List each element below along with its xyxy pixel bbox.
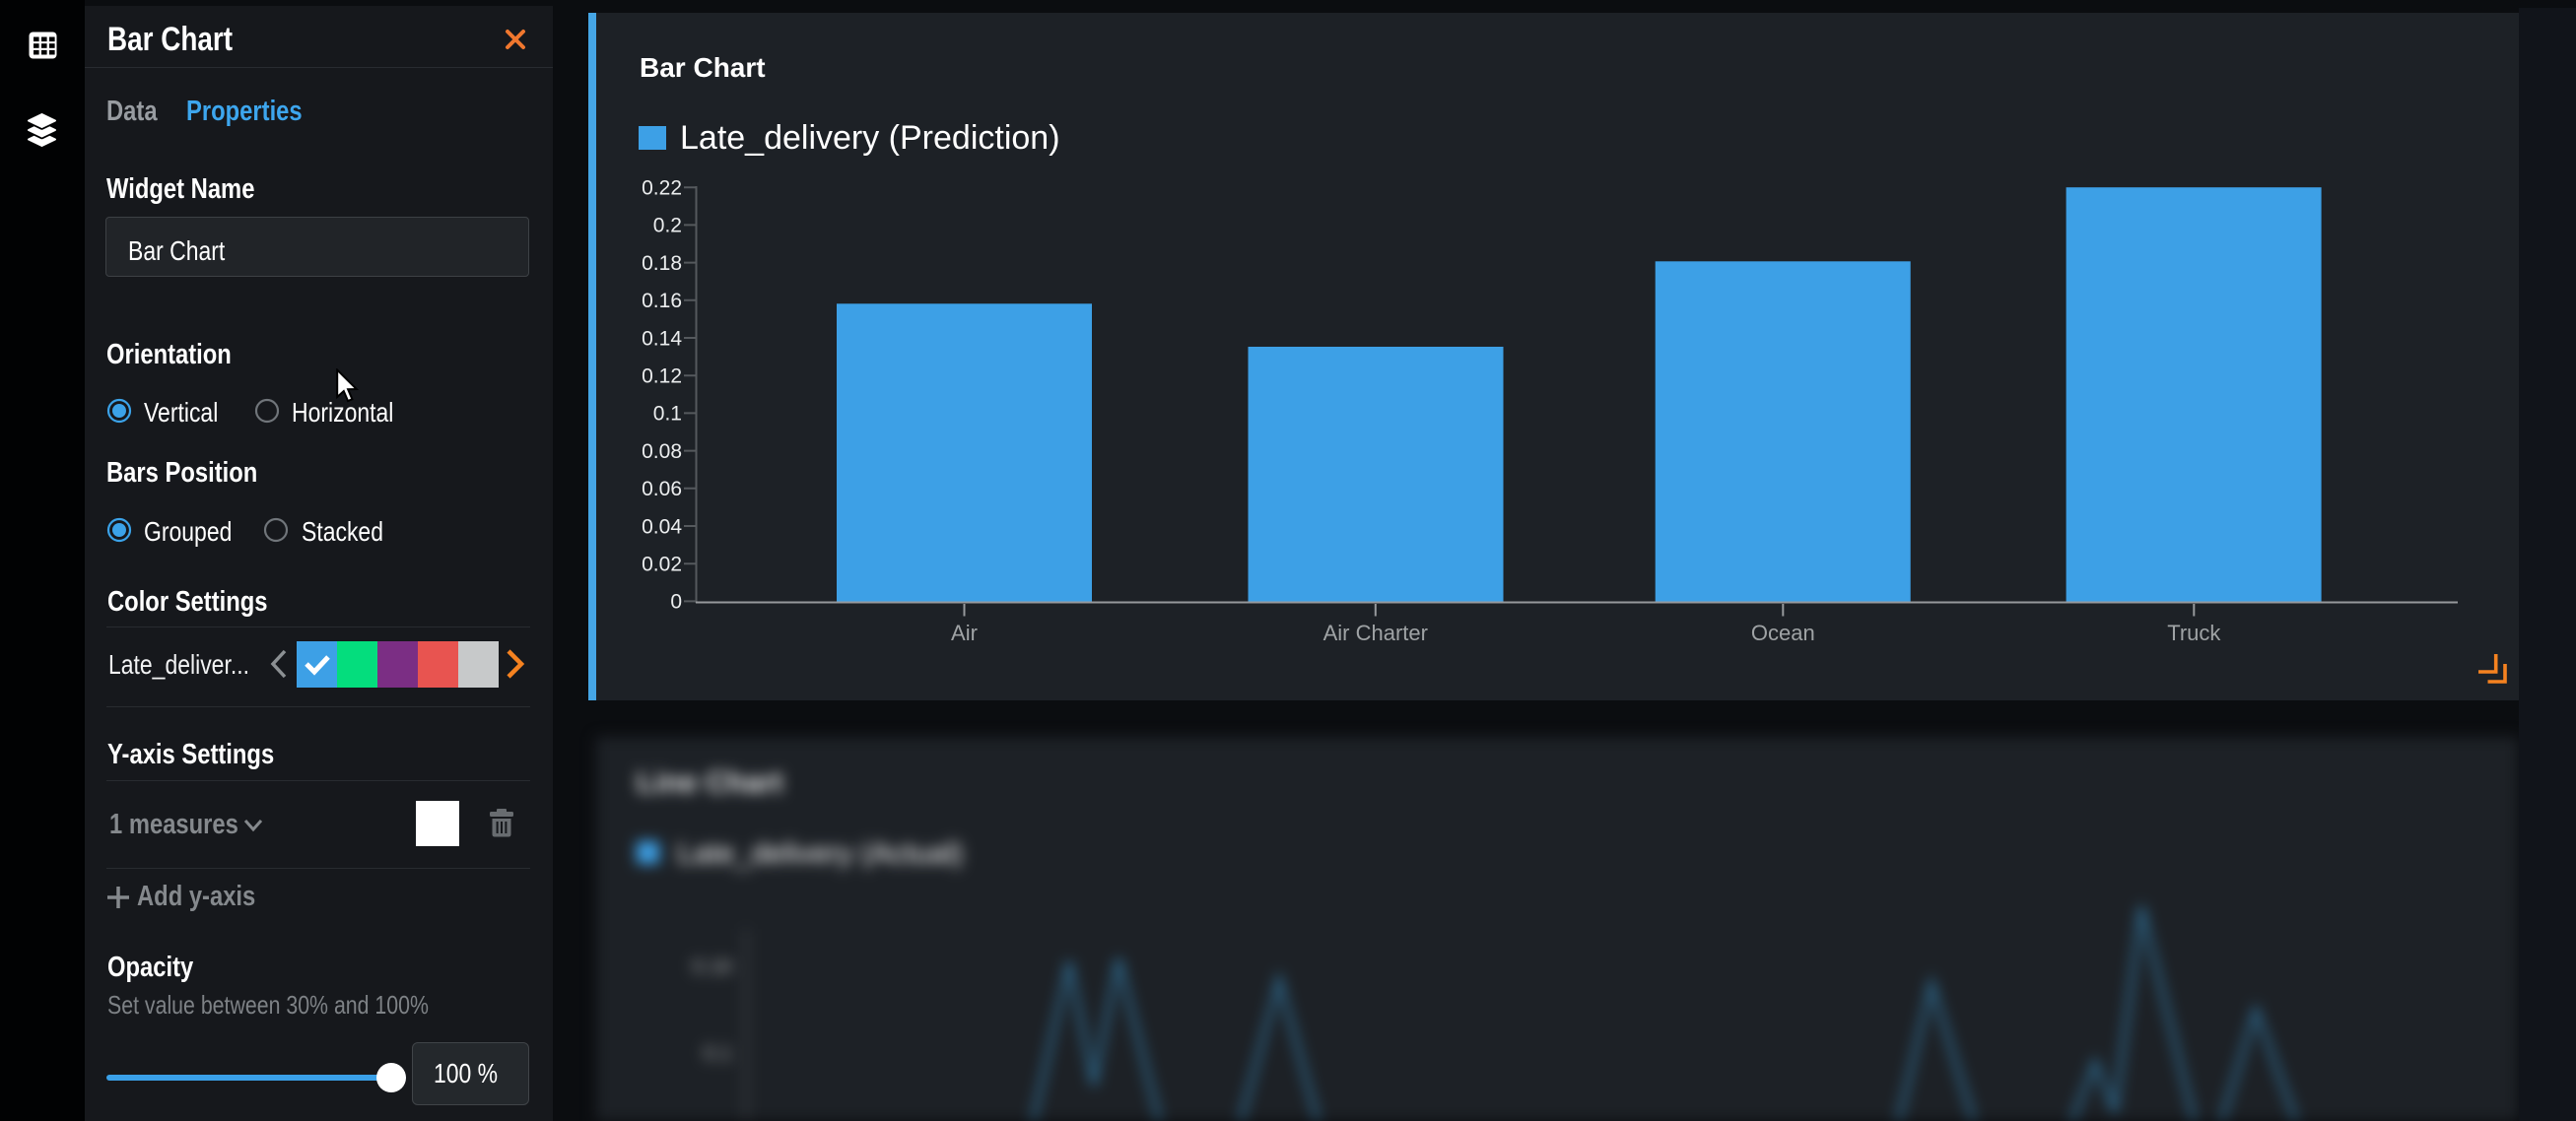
svg-text:0.14: 0.14 <box>642 327 682 350</box>
svg-text:0.12: 0.12 <box>642 365 682 388</box>
svg-text:0.18: 0.18 <box>642 252 682 275</box>
svg-text:Truck: Truck <box>2167 621 2221 645</box>
svg-text:0.1: 0.1 <box>704 1042 732 1065</box>
svg-text:0.1: 0.1 <box>653 403 682 426</box>
svg-text:0.06: 0.06 <box>642 478 682 500</box>
svg-text:0.02: 0.02 <box>642 554 682 576</box>
svg-text:0: 0 <box>670 591 682 614</box>
svg-text:0.04: 0.04 <box>642 515 682 538</box>
svg-text:0.08: 0.08 <box>642 440 682 463</box>
svg-text:Air Charter: Air Charter <box>1323 621 1428 645</box>
svg-text:0.2: 0.2 <box>653 215 682 237</box>
svg-text:Ocean: Ocean <box>1751 621 1815 645</box>
svg-text:0.16: 0.16 <box>692 956 732 978</box>
svg-text:Air: Air <box>951 621 978 645</box>
svg-text:0.16: 0.16 <box>642 290 682 312</box>
svg-text:0.22: 0.22 <box>642 177 682 200</box>
